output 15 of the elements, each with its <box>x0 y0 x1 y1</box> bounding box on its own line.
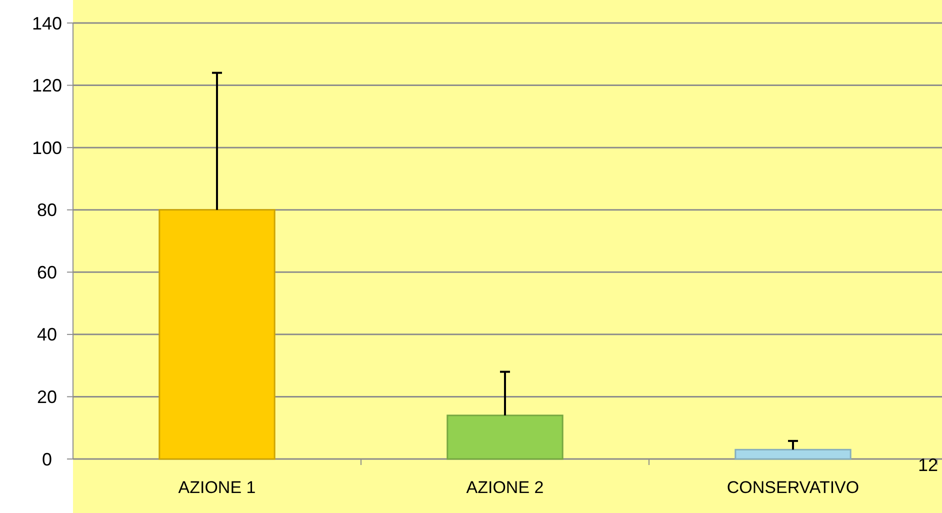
annotation: 12 <box>918 455 938 475</box>
x-tick-label: AZIONE 1 <box>178 478 256 497</box>
y-tick-label: 40 <box>36 324 58 345</box>
y-tick-label: 60 <box>36 262 58 282</box>
bar <box>158 209 276 460</box>
y-tick-label: 20 <box>36 387 58 408</box>
y-tick-label: 0 <box>42 449 52 470</box>
y-tick-label: 120 <box>32 76 62 96</box>
bar <box>446 414 564 460</box>
x-tick-label: CONSERVATIVO <box>726 478 860 497</box>
y-tick-label: 140 <box>32 13 62 34</box>
x-tick-label: AZIONE 2 <box>466 478 544 497</box>
y-tick-label: 100 <box>32 138 62 158</box>
bar <box>734 448 852 460</box>
y-tick-label: 80 <box>36 200 58 220</box>
